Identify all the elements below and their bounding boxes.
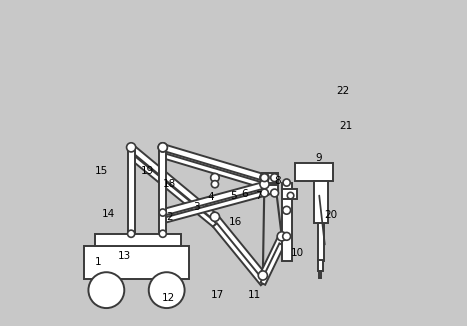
Text: 1: 1: [95, 258, 101, 267]
Polygon shape: [261, 244, 284, 285]
Bar: [95, 234, 181, 246]
Text: 4: 4: [207, 192, 214, 202]
Circle shape: [283, 206, 290, 214]
Polygon shape: [162, 153, 265, 188]
Circle shape: [261, 174, 269, 182]
Text: 21: 21: [340, 121, 353, 130]
Circle shape: [277, 232, 286, 241]
Polygon shape: [162, 144, 265, 181]
Text: 12: 12: [162, 293, 175, 303]
Circle shape: [260, 173, 269, 182]
Circle shape: [159, 209, 166, 216]
Polygon shape: [129, 145, 217, 219]
Circle shape: [271, 174, 278, 182]
Circle shape: [261, 189, 269, 197]
Bar: [84, 246, 190, 279]
Bar: [314, 181, 328, 223]
Circle shape: [158, 143, 167, 152]
Polygon shape: [162, 181, 269, 216]
Circle shape: [283, 179, 290, 186]
Text: 8: 8: [274, 176, 281, 186]
Text: 22: 22: [336, 86, 349, 96]
Bar: [319, 271, 321, 278]
Polygon shape: [129, 155, 217, 227]
Bar: [262, 185, 277, 194]
Bar: [282, 183, 291, 261]
Circle shape: [271, 189, 278, 197]
Text: 14: 14: [101, 209, 114, 218]
Text: 18: 18: [163, 179, 177, 189]
Circle shape: [159, 230, 166, 237]
Text: 11: 11: [248, 290, 262, 300]
Circle shape: [158, 143, 167, 152]
Bar: [318, 223, 324, 261]
Text: 19: 19: [141, 166, 154, 176]
Circle shape: [149, 272, 184, 308]
Bar: [159, 147, 166, 234]
Polygon shape: [162, 190, 269, 223]
Circle shape: [212, 181, 219, 188]
Circle shape: [211, 173, 219, 182]
Bar: [282, 189, 297, 199]
Circle shape: [210, 212, 219, 221]
Text: 7: 7: [255, 191, 261, 200]
Text: 17: 17: [211, 290, 224, 300]
Polygon shape: [260, 235, 285, 277]
Circle shape: [283, 232, 290, 240]
Circle shape: [287, 192, 294, 199]
Polygon shape: [213, 223, 265, 285]
Circle shape: [127, 143, 136, 152]
Text: 6: 6: [241, 189, 248, 199]
Text: 10: 10: [290, 248, 304, 258]
Bar: [262, 173, 277, 183]
Text: 13: 13: [118, 251, 131, 261]
Circle shape: [260, 180, 269, 189]
Text: 9: 9: [315, 153, 322, 163]
Circle shape: [88, 272, 124, 308]
Circle shape: [258, 271, 268, 280]
Text: 2: 2: [167, 212, 173, 222]
Text: 3: 3: [193, 202, 199, 212]
Text: 16: 16: [228, 217, 242, 227]
Bar: [318, 260, 323, 271]
Polygon shape: [212, 215, 265, 277]
Text: 20: 20: [325, 210, 338, 220]
Circle shape: [127, 230, 134, 237]
Bar: [127, 147, 134, 234]
Text: 5: 5: [230, 191, 237, 200]
Text: 15: 15: [95, 166, 108, 176]
Bar: [296, 163, 333, 181]
